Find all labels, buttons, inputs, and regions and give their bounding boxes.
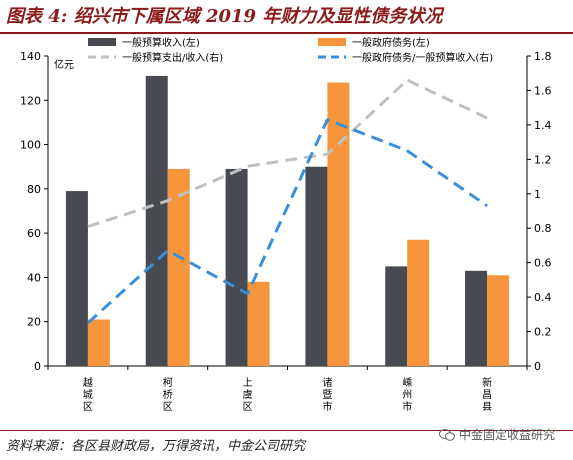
legend-swatch-bar: [88, 38, 116, 46]
bar-gov-debt: [407, 239, 430, 366]
watermark: 中金固定收益研究: [438, 426, 555, 443]
chart-legend: 一般预算收入(左) 一般政府债务(左) 一般预算支出/收入(右) 一般政府债务/一般预…: [88, 36, 493, 64]
bar-budget-revenue: [225, 168, 248, 366]
line-expenditure-ratio: [87, 78, 488, 228]
source-note: 资料来源：各区县财政局，万得资讯，中金公司研究: [6, 439, 306, 454]
right-tick-label: 0: [534, 360, 541, 373]
watermark-text: 中金固定收益研究: [458, 428, 555, 442]
category-label: 嵊州市: [402, 376, 412, 413]
left-tick-label: 140: [20, 50, 41, 63]
left-tick-label: 40: [27, 271, 41, 284]
bar-gov-debt: [247, 281, 270, 366]
legend-label: 一般预算收入(左): [122, 36, 200, 49]
bar-budget-revenue: [65, 191, 88, 366]
left-tick-label: 20: [27, 316, 41, 329]
wechat-icon: [438, 428, 455, 441]
page-title: 图表 4: 绍兴市下属区域 2019 年财力及显性债务状况: [6, 6, 443, 27]
right-tick-label: 1: [534, 188, 541, 201]
title-divider: [0, 32, 573, 34]
bar-gov-debt: [487, 275, 510, 366]
legend-label: 一般政府债务(左): [352, 36, 430, 49]
bar-budget-revenue: [145, 75, 168, 366]
right-tick-label: 0.4: [534, 291, 552, 304]
category-label: 上虞区: [243, 377, 253, 413]
footer-divider: [0, 430, 573, 431]
line-debt-ratio: [86, 118, 488, 325]
bar-gov-debt: [327, 82, 350, 367]
left-tick-label: 120: [20, 94, 41, 107]
left-axis-unit: 亿元: [54, 58, 74, 71]
category-label: 新昌县: [482, 376, 492, 413]
chart-bars: [65, 75, 510, 367]
left-tick-label: 0: [34, 360, 41, 373]
chart-lines: [86, 78, 488, 325]
bar-gov-debt: [87, 319, 110, 366]
category-label: 柯桥区: [163, 376, 173, 413]
category-label: 诸暨市: [322, 377, 332, 413]
chart-canvas: 亿元 0 20 40 60 80 100 120 140 0 0.2 0.4 0.6 0.8 1 1.2 1.4…: [20, 36, 552, 413]
left-tick-label: 100: [20, 139, 41, 152]
right-tick-label: 1.8: [534, 50, 552, 63]
left-tick-label: 60: [27, 227, 41, 240]
bar-gov-debt: [167, 168, 190, 366]
category-labels: 越城区 柯桥区 上虞区 诸暨市 嵊州市 新昌县: [83, 376, 492, 413]
bar-budget-revenue: [305, 166, 328, 366]
category-label: 越城区: [83, 376, 93, 413]
right-tick-label: 1.2: [534, 153, 552, 166]
right-tick-label: 0.8: [534, 222, 552, 235]
right-tick-label: 1.4: [534, 119, 552, 132]
right-tick-label: 0.2: [534, 326, 552, 339]
legend-label: 一般政府债务/一般预算收入(右): [352, 51, 493, 64]
left-tick-label: 80: [27, 183, 41, 196]
bar-budget-revenue: [465, 270, 488, 366]
legend-swatch-bar: [318, 38, 346, 46]
chart-axes: 亿元 0 20 40 60 80 100 120 140 0 0.2 0.4 0.6 0.8 1 1.2 1.4…: [20, 50, 552, 373]
bar-budget-revenue: [385, 266, 408, 366]
legend-label: 一般预算支出/收入(右): [122, 51, 223, 64]
right-tick-label: 1.6: [534, 84, 552, 97]
right-tick-label: 0.6: [534, 257, 552, 270]
